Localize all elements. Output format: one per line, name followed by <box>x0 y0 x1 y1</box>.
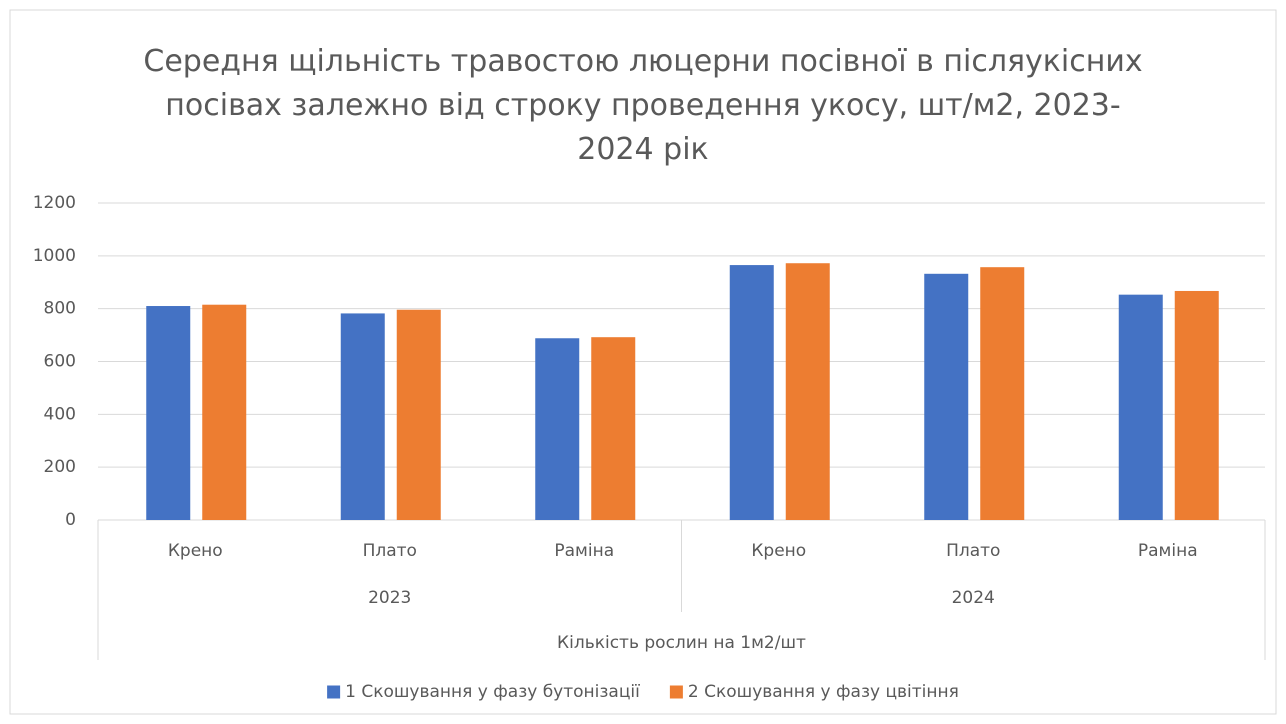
y-tick-label: 200 <box>44 457 76 477</box>
y-tick-label: 600 <box>44 352 76 372</box>
legend-label: 1 Скошування у фазу бутонізації <box>345 682 640 702</box>
legend-swatch <box>669 685 683 699</box>
bar <box>535 338 580 520</box>
bar <box>785 263 830 520</box>
x-tick-label: Крено <box>168 541 223 561</box>
bar <box>340 313 385 520</box>
legend-label: 2 Скошування у фазу цвітіння <box>688 682 959 702</box>
bar <box>146 306 191 520</box>
y-tick-label: 1200 <box>33 193 76 213</box>
x-tick-label: Раміна <box>1138 541 1198 561</box>
group-label: 2024 <box>952 588 995 608</box>
bar <box>396 309 441 520</box>
bar <box>980 267 1025 520</box>
x-tick-label: Плато <box>946 541 1000 561</box>
x-tick-label: Плато <box>363 541 417 561</box>
bar <box>202 304 247 520</box>
y-tick-label: 800 <box>44 299 76 319</box>
bar <box>1174 290 1219 520</box>
bar <box>729 265 774 520</box>
bar <box>924 273 969 520</box>
y-tick-label: 400 <box>44 404 76 424</box>
y-tick-label: 0 <box>65 510 76 530</box>
bar <box>1118 294 1163 520</box>
x-tick-label: Раміна <box>554 541 614 561</box>
chart-border <box>9 9 1277 715</box>
chart-title: Середня щільність травостою люцерни посі… <box>143 44 1143 167</box>
legend-swatch <box>327 685 341 699</box>
group-label: 2023 <box>368 588 411 608</box>
bar <box>591 337 636 520</box>
y-tick-label: 1000 <box>33 246 76 266</box>
x-axis-label: Кількість рослин на 1м2/шт <box>557 633 806 653</box>
x-tick-label: Крено <box>751 541 806 561</box>
